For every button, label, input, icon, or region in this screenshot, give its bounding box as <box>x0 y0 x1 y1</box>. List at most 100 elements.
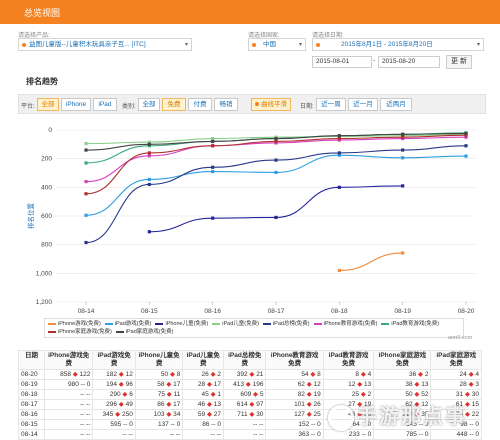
rank-change-icon: ◆ <box>360 371 366 378</box>
table-cell: 59 ◆ 27 <box>182 409 225 420</box>
legend-label: iPad游戏(免费) <box>114 321 152 327</box>
table-cell: 25 ◆ 2 <box>322 389 375 400</box>
product-select[interactable]: 益图儿童版--儿童积木玩具亲子互... [ITC] ▾ <box>18 38 192 51</box>
rank-change-icon: ◆ <box>245 381 251 388</box>
table-header-cell[interactable]: 日期 <box>18 350 45 370</box>
table-header-cell[interactable]: iPad游戏免费 <box>92 350 136 370</box>
table-header-cell[interactable]: iPad家庭游戏免费 <box>430 350 482 370</box>
watermark-logo-icon <box>328 404 354 431</box>
orange-dot-icon <box>22 43 26 47</box>
chevron-down-icon: ▾ <box>476 42 480 48</box>
table-cell: 345 ◆ 250 <box>92 409 136 420</box>
table-header-cell[interactable]: iPhone家庭游戏免费 <box>373 350 432 370</box>
watermark-text: 手游那点事 <box>357 406 467 428</box>
legend-label: iPad总榜(免费) <box>272 321 310 327</box>
country-select[interactable]: 中国 ▾ <box>248 38 306 51</box>
table-cell: -- -- <box>43 389 94 400</box>
curve-smooth-toggle[interactable]: 曲线平滑 <box>251 98 291 111</box>
y-tick-label: 800 <box>41 242 52 249</box>
rank-change-icon: ◆ <box>210 391 216 398</box>
type-grossing-button[interactable]: 畅销 <box>214 98 238 111</box>
type-all-button[interactable]: 全部 <box>138 98 160 111</box>
table-header-cell[interactable]: iPad教育游戏免费 <box>322 350 375 370</box>
legend-item[interactable]: iPhone游戏(免费) <box>48 320 101 328</box>
rank-change-icon: ◆ <box>166 411 172 418</box>
rank-change-icon: ◆ <box>360 391 366 398</box>
type-free-button[interactable]: 免费 <box>162 98 186 111</box>
curve-smooth-label: 曲线平滑 <box>261 101 287 108</box>
table-cell: 614 ◆ 97 <box>223 399 267 410</box>
date-to-input[interactable]: 2015-08-20 <box>378 56 440 68</box>
table-cell: 413 ◆ 196 <box>223 379 267 390</box>
legend-item[interactable]: iPad家庭游戏(免费) <box>115 328 173 336</box>
country-select-value: 中国 <box>263 41 276 48</box>
table-header-cell[interactable]: iPhone儿童免费 <box>134 350 184 370</box>
date-from-input[interactable]: 2015-08-01 <box>312 56 372 68</box>
legend-swatch-icon <box>104 322 113 325</box>
rank-change-icon: ◆ <box>357 401 363 408</box>
x-tick-label: 08-15 <box>141 308 158 315</box>
range-month-button[interactable]: 近一月 <box>348 98 378 111</box>
orange-dot-icon <box>252 43 256 47</box>
type-paid-button[interactable]: 付费 <box>188 98 212 111</box>
table-header-cell[interactable]: iPad儿童免费 <box>182 350 225 370</box>
table-cell: 75 ◆ 11 <box>134 389 184 400</box>
legend-swatch-icon <box>212 322 221 325</box>
table-cell: -- -- <box>134 429 184 440</box>
legend-item[interactable]: iPad儿童(免费) <box>212 320 259 328</box>
table-cell: 08-15 <box>18 419 45 430</box>
x-tick-label: 08-19 <box>394 308 411 315</box>
legend-item[interactable]: iPad游戏(免费) <box>104 320 152 328</box>
rank-change-icon: ◆ <box>414 411 420 418</box>
platform-iphone-button[interactable]: iPhone <box>61 98 91 111</box>
table-cell: 58 ◆ 17 <box>134 379 184 390</box>
table-header-cell[interactable]: iPad总榜免费 <box>223 350 267 370</box>
type-label: 类别: <box>122 104 136 110</box>
legend-swatch-icon <box>48 322 56 325</box>
table-cell: 448 -- 0 <box>430 429 482 440</box>
x-tick-label: 08-20 <box>458 308 475 315</box>
table-cell: 363 -- 0 <box>265 429 324 440</box>
series-point <box>337 185 341 189</box>
series-point <box>84 180 88 184</box>
product-select-value: 益图儿童版--儿童积木玩具亲子互... [ITC] <box>29 41 146 48</box>
table-cell: 26 ◆ 2 <box>182 369 225 380</box>
table-cell: 194 ◆ 96 <box>92 379 136 390</box>
series-point <box>274 158 278 162</box>
range-two-months-button[interactable]: 近两月 <box>380 98 412 111</box>
legend-item[interactable]: iPad总榜(免费) <box>262 320 310 328</box>
rank-change-icon: ◆ <box>253 391 259 398</box>
table-cell: 137 -- 0 <box>134 419 184 430</box>
table-cell: 290 ◆ 6 <box>92 389 136 400</box>
date-range-select[interactable]: 2015年8月1日 - 2015年8月20日 ▾ <box>312 38 484 51</box>
series-point <box>84 240 88 245</box>
platform-all-button[interactable]: 全部 <box>37 98 59 111</box>
table-cell: 36 ◆ 2 <box>373 369 432 380</box>
table-cell: -- -- <box>182 429 225 440</box>
table-header-cell[interactable]: iPhone游戏免费 <box>43 350 94 370</box>
legend-swatch-icon <box>381 322 390 325</box>
y-tick-label: 200 <box>41 156 52 163</box>
table-row: 08-20 858 ◆ 122 182 ◆ 12 50 ◆ 8 26 ◆ 2 392 ◆ … <box>18 369 482 380</box>
table-header-cell[interactable]: iPhone教育游戏免费 <box>265 350 324 370</box>
series-point <box>401 132 405 136</box>
series-point <box>211 144 215 148</box>
legend-item[interactable]: iPhone儿童(免费) <box>155 320 208 328</box>
legend-item[interactable]: iPad教育游戏(免费) <box>381 320 439 328</box>
legend-item[interactable]: iPhone教育游戏(免费) <box>313 320 377 328</box>
x-tick-label: 08-14 <box>78 308 95 315</box>
table-row: 08-17 -- -- 296 ◆ 49 86 ◆ 17 46 ◆ 13 614 ◆ 97… <box>18 399 482 410</box>
legend-item[interactable]: iPhone家庭游戏(免费) <box>48 328 112 336</box>
series-point <box>147 177 151 182</box>
series-point <box>274 170 278 175</box>
platform-ipad-button[interactable]: iPad <box>93 98 117 111</box>
legend-swatch-icon <box>115 330 124 333</box>
series-point <box>147 230 151 234</box>
legend-label: iPad教育游戏(免费) <box>391 321 440 327</box>
x-axis-ticks: 08-14 08-15 08-16 08-17 08-18 08-19 08-20 <box>78 302 475 315</box>
table-body: 08-20 858 ◆ 122 182 ◆ 12 50 ◆ 8 26 ◆ 2 392 ◆ … <box>18 369 482 440</box>
series-point <box>84 213 88 217</box>
range-week-button[interactable]: 近一周 <box>316 98 346 111</box>
update-button[interactable]: 更 新 <box>446 55 472 69</box>
series-line <box>149 185 403 233</box>
